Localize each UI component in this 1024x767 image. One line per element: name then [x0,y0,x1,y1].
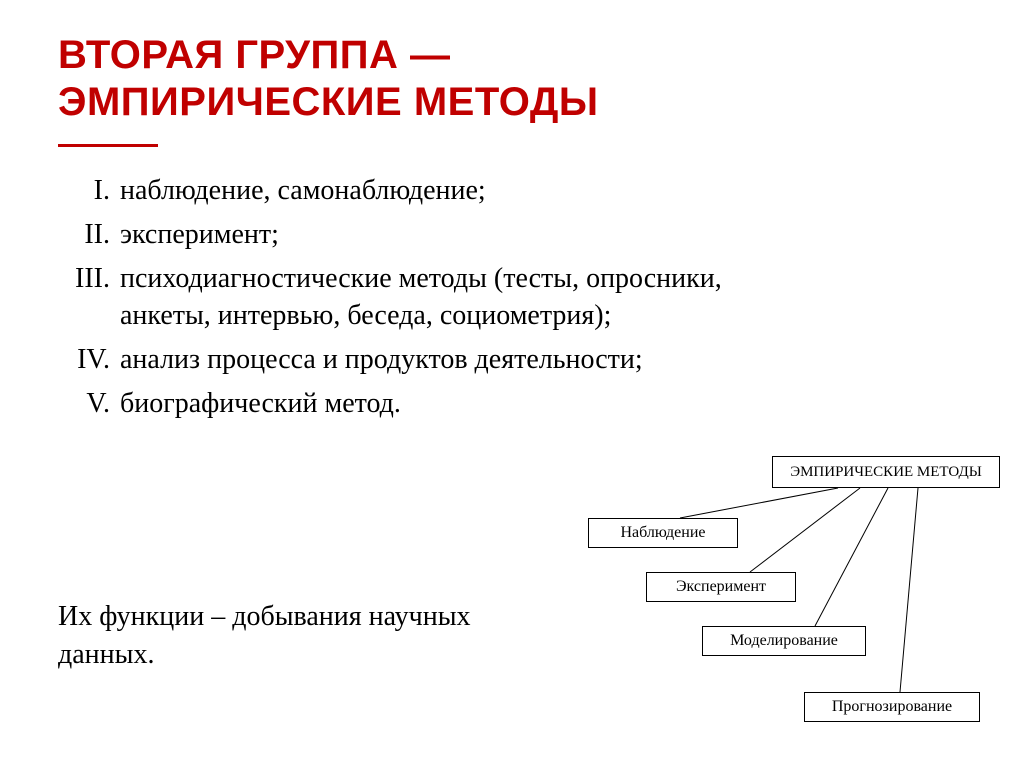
list-numeral: II. [58,216,120,254]
diagram-edge [680,488,838,518]
slide-title: ВТОРАЯ ГРУППА — ЭМПИРИЧЕСКИЕ МЕТОДЫ [58,32,599,126]
list-text: биографический метод. [120,385,778,423]
diagram-node: Наблюдение [588,518,738,548]
list-numeral: V. [58,385,120,423]
title-line-1: ВТОРАЯ ГРУППА — [58,32,599,79]
list-numeral: IV. [58,341,120,379]
methods-diagram: ЭМПИРИЧЕСКИЕ МЕТОДЫ Наблюдение Эксперимент… [540,456,1010,746]
list-item: V. биографический метод. [58,385,778,423]
list-text: анализ процесса и продуктов деятельности… [120,341,778,379]
title-line-2: ЭМПИРИЧЕСКИЕ МЕТОДЫ [58,79,599,126]
list-item: II. эксперимент; [58,216,778,254]
list-numeral: III. [58,260,120,336]
list-item: IV. анализ процесса и продуктов деятельн… [58,341,778,379]
diagram-node: Эксперимент [646,572,796,602]
diagram-edge [900,488,918,692]
accent-bar [58,144,158,147]
diagram-node: ЭМПИРИЧЕСКИЕ МЕТОДЫ [772,456,1000,488]
list-numeral: I. [58,172,120,210]
diagram-node: Прогнозирование [804,692,980,722]
list-text: эксперимент; [120,216,778,254]
list-item: I. наблюдение, самонаблюдение; [58,172,778,210]
diagram-edge [750,488,860,572]
diagram-edge [815,488,888,626]
list-text: психодиагностические методы (тесты, опро… [120,260,778,336]
methods-list: I. наблюдение, самонаблюдение; II. экспе… [58,172,778,429]
footnote-text: Их функции – добывания научных данных. [58,598,518,674]
list-item: III. психодиагностические методы (тесты,… [58,260,778,336]
diagram-node: Моделирование [702,626,866,656]
list-text: наблюдение, самонаблюдение; [120,172,778,210]
